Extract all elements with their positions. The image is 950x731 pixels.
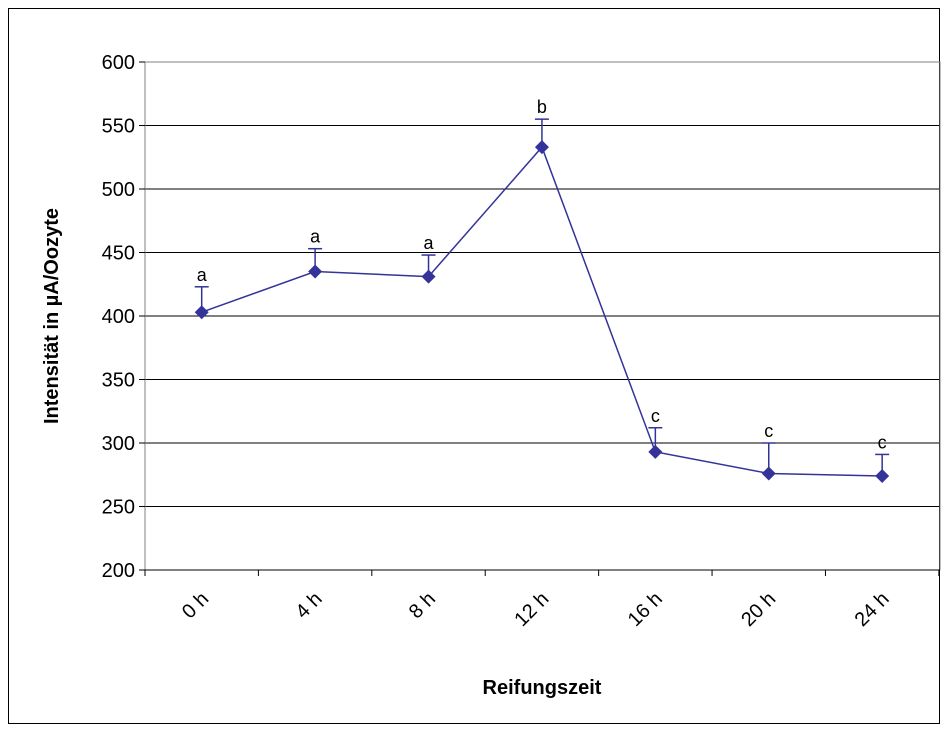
y-axis-title: Intensität in µA/Oozyte	[41, 208, 63, 424]
data-point	[194, 305, 209, 320]
y-tick-label: 550	[102, 116, 135, 138]
x-tick-label: 16 h	[624, 588, 667, 631]
x-tick-label: 20 h	[737, 588, 780, 631]
chart-frame	[8, 8, 940, 724]
significance-label: a	[310, 227, 321, 247]
y-axis: 200 250 300 350 400 450 500 550 600	[102, 52, 145, 582]
gridlines	[145, 61, 940, 507]
significance-label: b	[537, 97, 547, 117]
x-axis: 0 h 4 h 8 h 12 h 16 h 20 h 24 h	[144, 569, 940, 631]
data-point	[761, 466, 776, 481]
significance-label: c	[651, 406, 660, 426]
y-tick-label: 200	[102, 560, 135, 582]
y-tick-label: 500	[102, 179, 135, 201]
data-point	[421, 269, 436, 284]
significance-label: a	[424, 233, 435, 253]
y-tick-label: 350	[102, 370, 135, 392]
data-point	[308, 264, 323, 279]
y-tick-label: 250	[102, 497, 135, 519]
y-tick-label: 400	[102, 306, 135, 328]
y-tick-label: 450	[102, 243, 135, 265]
significance-label: a	[197, 265, 208, 285]
data-point	[534, 140, 549, 155]
series-line	[201, 145, 883, 477]
x-tick-label: 4 h	[291, 588, 326, 623]
x-tick-label: 8 h	[405, 588, 440, 623]
significance-label: c	[764, 421, 773, 441]
series: a a a b c c c	[194, 97, 890, 484]
x-tick-label: 12 h	[510, 588, 553, 631]
significance-label: c	[878, 432, 887, 452]
x-axis-title: Reifungszeit	[483, 677, 602, 699]
y-tick-label: 300	[102, 433, 135, 455]
y-tick-label: 600	[102, 52, 135, 74]
x-tick-label: 0 h	[178, 588, 213, 623]
data-point	[875, 469, 890, 484]
data-point	[648, 444, 663, 459]
x-tick-label: 24 h	[851, 588, 894, 631]
